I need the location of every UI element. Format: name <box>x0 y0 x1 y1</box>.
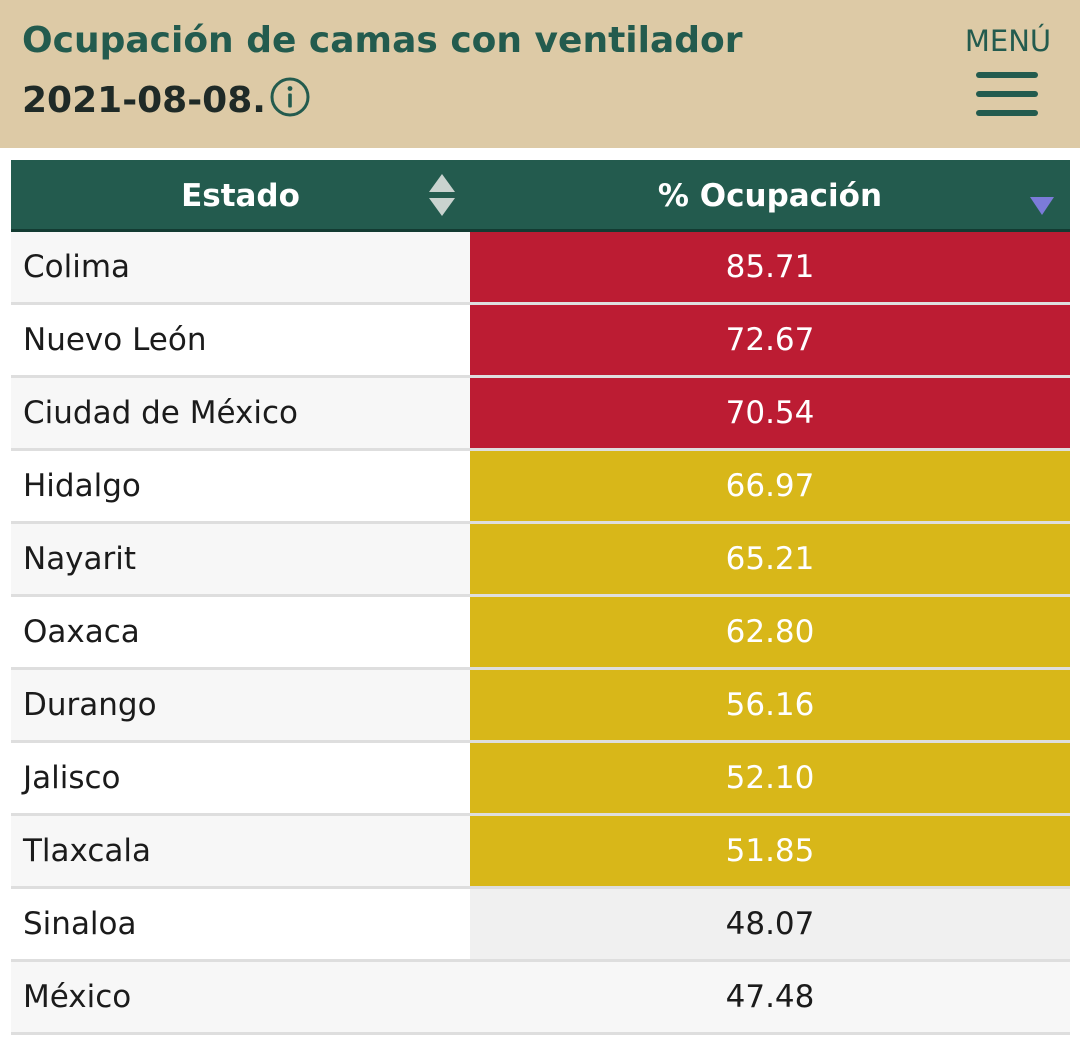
table-header: Estado % Ocupación <box>11 160 1070 232</box>
cell-ocupacion: 65.21 <box>470 524 1070 594</box>
table-row: México 47.48 <box>11 962 1070 1035</box>
cell-estado: Nayarit <box>11 524 470 594</box>
menu-label[interactable]: MENÚ <box>964 24 1052 58</box>
cell-ocupacion: 66.97 <box>470 451 1070 521</box>
page-header: Ocupación de camas con ventilador 2021-0… <box>0 0 1080 148</box>
info-circle-icon[interactable] <box>269 76 311 118</box>
cell-estado: Nuevo León <box>11 305 470 375</box>
cell-estado: Tlaxcala <box>11 816 470 886</box>
cell-ocupacion: 52.10 <box>470 743 1070 813</box>
occupancy-table: Estado % Ocupación Colima 85.71 Nuevo León… <box>11 160 1070 1035</box>
cell-ocupacion: 56.16 <box>470 670 1070 740</box>
table-row: Oaxaca 62.80 <box>11 597 1070 670</box>
cell-estado: Colima <box>11 232 470 302</box>
cell-ocupacion: 85.71 <box>470 232 1070 302</box>
table-row: Nayarit 65.21 <box>11 524 1070 597</box>
cell-ocupacion: 72.67 <box>470 305 1070 375</box>
page-date: 2021-08-08. <box>22 80 266 121</box>
cell-ocupacion: 62.80 <box>470 597 1070 667</box>
cell-estado: México <box>11 962 470 1032</box>
sort-both-icon[interactable] <box>427 172 457 218</box>
cell-estado: Hidalgo <box>11 451 470 521</box>
cell-estado: Oaxaca <box>11 597 470 667</box>
cell-ocupacion: 47.48 <box>470 962 1070 1032</box>
table-row: Durango 56.16 <box>11 670 1070 743</box>
table-row: Colima 85.71 <box>11 232 1070 305</box>
column-header-ocupacion[interactable]: % Ocupación <box>657 178 883 214</box>
cell-estado: Sinaloa <box>11 889 470 959</box>
table-row: Ciudad de México 70.54 <box>11 378 1070 451</box>
table-row: Sinaloa 48.07 <box>11 889 1070 962</box>
cell-estado: Durango <box>11 670 470 740</box>
table-row: Tlaxcala 51.85 <box>11 816 1070 889</box>
table-row: Jalisco 52.10 <box>11 743 1070 816</box>
cell-estado: Jalisco <box>11 743 470 813</box>
cell-ocupacion: 70.54 <box>470 378 1070 448</box>
page-title: Ocupación de camas con ventilador <box>22 20 743 61</box>
cell-ocupacion: 51.85 <box>470 816 1070 886</box>
hamburger-icon[interactable] <box>976 72 1040 120</box>
sort-desc-icon[interactable] <box>1029 196 1055 216</box>
table-row: Nuevo León 72.67 <box>11 305 1070 378</box>
cell-ocupacion: 48.07 <box>470 889 1070 959</box>
cell-estado: Ciudad de México <box>11 378 470 448</box>
table-row: Hidalgo 66.97 <box>11 451 1070 524</box>
table-body: Colima 85.71 Nuevo León 72.67 Ciudad de Méxi… <box>11 232 1070 1035</box>
column-header-estado[interactable]: Estado <box>181 178 300 214</box>
